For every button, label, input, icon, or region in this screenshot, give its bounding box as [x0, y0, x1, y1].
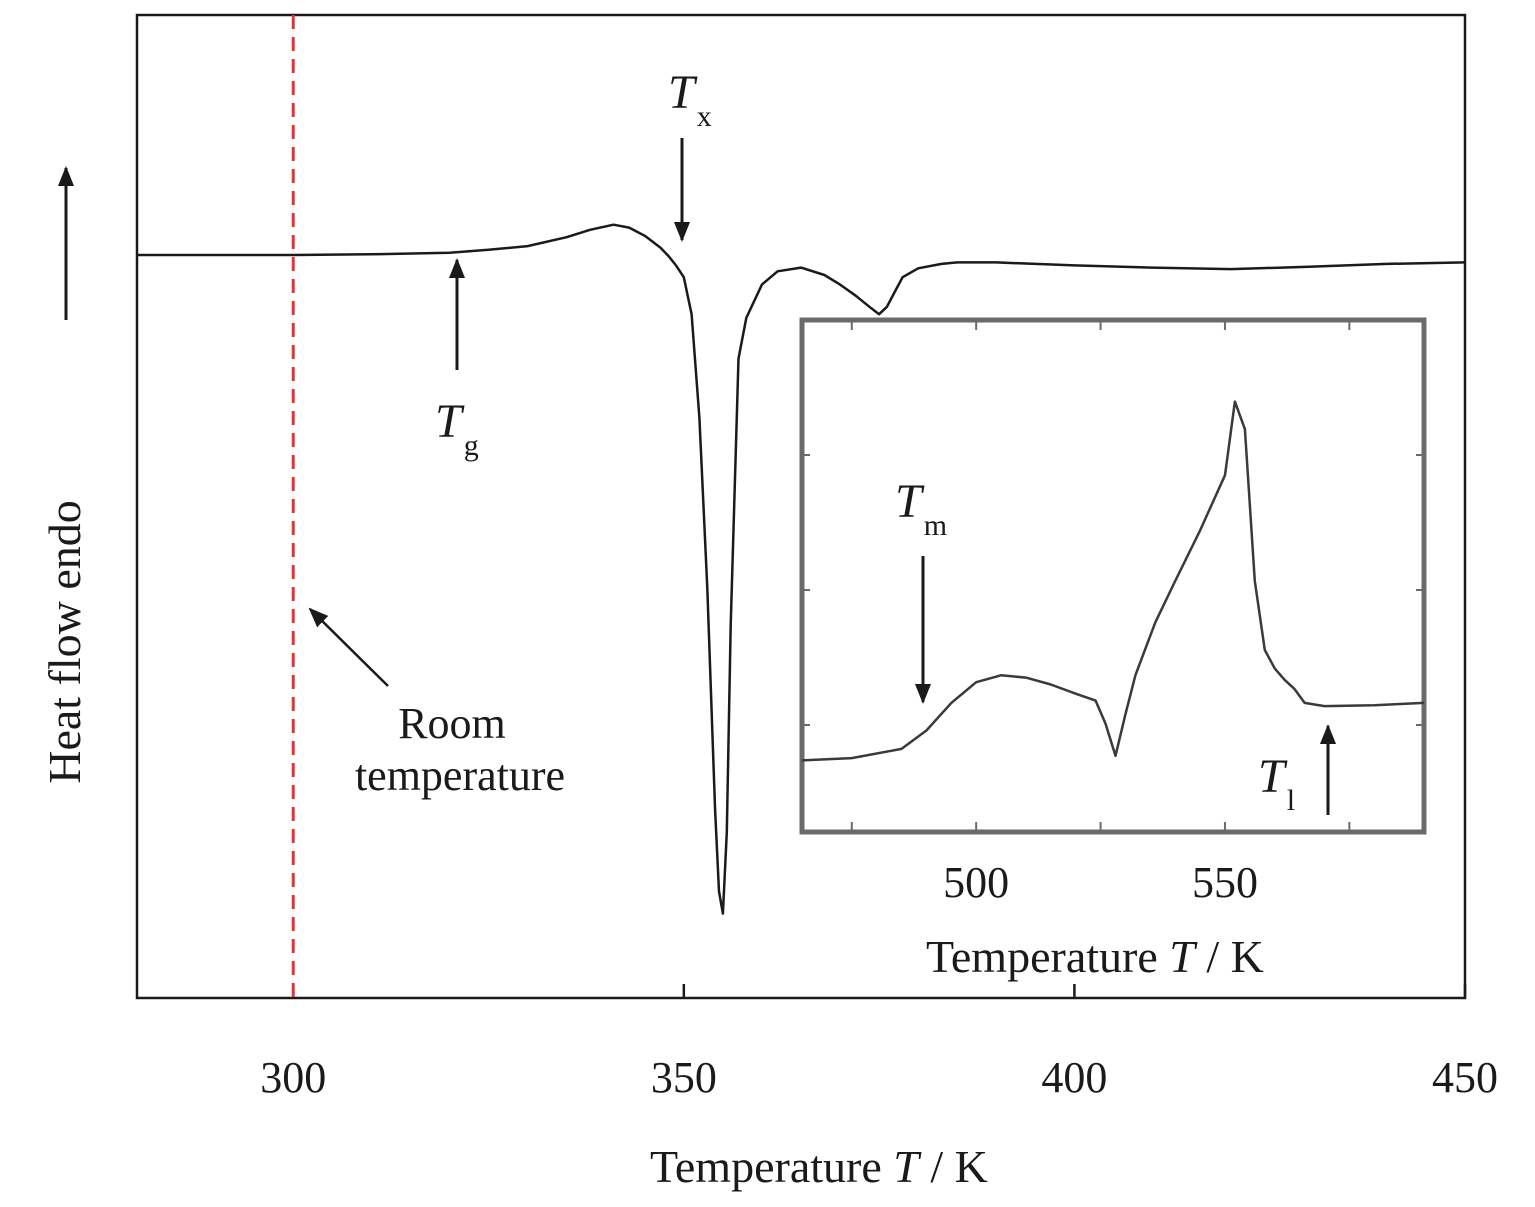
main-x-tick-label: 450 [1432, 1053, 1498, 1102]
main-x-tick-label: 350 [651, 1053, 717, 1102]
room-temperature-pointer-arrow [308, 607, 389, 687]
room-temperature-label-line1: Room [398, 699, 506, 748]
main-x-ticks: 300 350 400 450 [260, 984, 1498, 1102]
main-x-tick-label: 300 [260, 1053, 326, 1102]
inset-dsc-curve [801, 400, 1425, 762]
main-x-tick-label: 400 [1041, 1053, 1107, 1102]
tx-label: Tx [668, 66, 712, 133]
inset-x-ticks: 500 550 [802, 320, 1424, 907]
inset-plot-frame [799, 317, 1427, 835]
main-x-axis-label: Temperature T / K [650, 1141, 988, 1192]
room-temperature-label-line2: temperature [355, 751, 565, 800]
inset-x-axis-label: Temperature T / K [926, 931, 1264, 982]
main-plot-frame [135, 13, 1467, 1000]
tg-label: Tg [435, 395, 479, 462]
inset-x-tick-label: 550 [1192, 858, 1258, 907]
main-y-axis-label: Heat flow endo [39, 500, 90, 784]
main-dsc-curve [137, 223, 1466, 915]
inset-x-tick-label: 500 [943, 858, 1009, 907]
tl-label: Tl [1258, 750, 1295, 817]
tm-label: Tm [895, 475, 947, 542]
